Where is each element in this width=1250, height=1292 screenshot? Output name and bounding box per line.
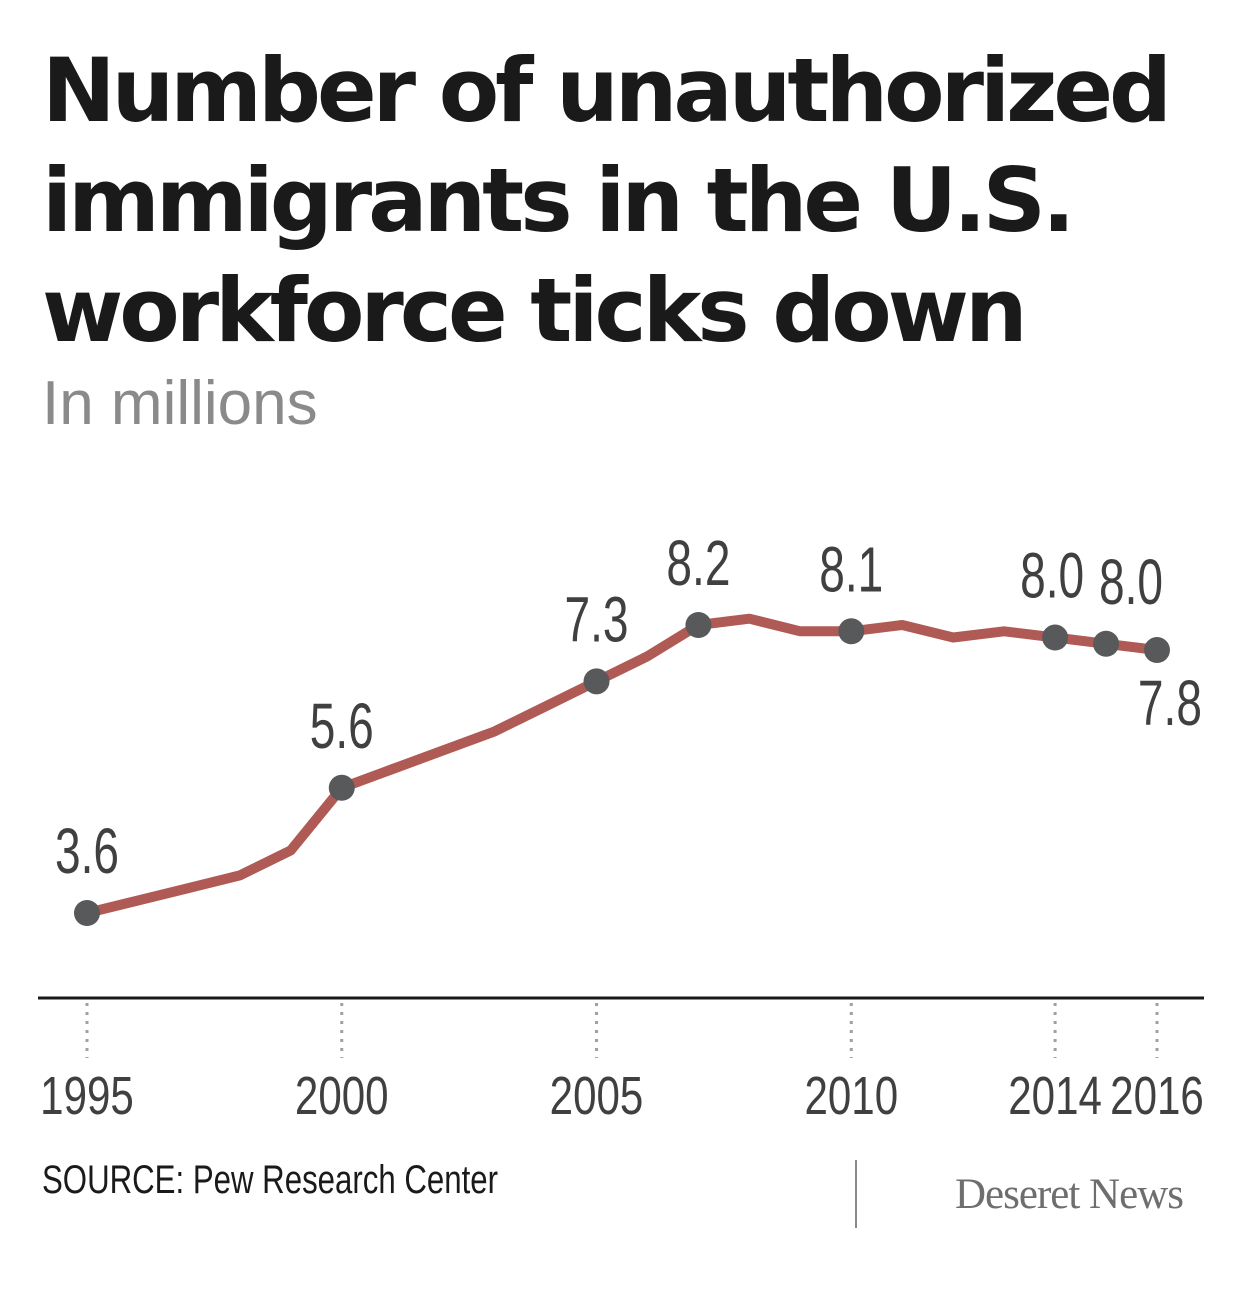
series-line	[82, 613, 1162, 918]
data-point	[583, 668, 610, 695]
source-note: SOURCE: Pew Research Center	[42, 1158, 499, 1202]
footer-divider	[855, 1160, 857, 1228]
x-tick-label: 2000	[295, 1066, 389, 1126]
data-label: 8.0	[1020, 540, 1084, 611]
x-tick-label: 1995	[40, 1066, 134, 1126]
x-tick-label: 2014	[1008, 1066, 1102, 1126]
x-ticks	[85, 1003, 1159, 1058]
data-point	[838, 618, 865, 645]
data-label: 8.0	[1099, 546, 1163, 617]
x-tick-label: 2016	[1110, 1066, 1204, 1126]
x-tick-label: 2010	[804, 1066, 898, 1126]
data-labels: 3.6 5.6 7.3 8.2 8.1 8.0 8.0 7.8	[55, 528, 1202, 887]
chart-title: Number of unauthorized immigrants in the…	[42, 39, 1172, 362]
data-label: 7.8	[1138, 668, 1202, 739]
data-point	[328, 774, 355, 801]
data-label: 8.2	[666, 528, 730, 599]
data-point	[1093, 630, 1120, 657]
data-label: 7.3	[564, 584, 628, 655]
data-label: 5.6	[310, 690, 374, 761]
x-tick-label: 2005	[550, 1066, 644, 1126]
data-label: 3.6	[55, 816, 119, 887]
x-tick-labels: 1995 2000 2005 2010 2014 2016	[40, 1066, 1204, 1126]
data-point	[1042, 624, 1069, 651]
data-points	[74, 612, 1170, 926]
data-point	[1144, 637, 1170, 664]
data-label: 8.1	[819, 534, 883, 605]
data-point	[685, 612, 712, 638]
data-point	[74, 900, 100, 926]
deseret-news-logo: Deseret News	[955, 1171, 1184, 1218]
chart-subtitle: In millions	[42, 369, 318, 438]
